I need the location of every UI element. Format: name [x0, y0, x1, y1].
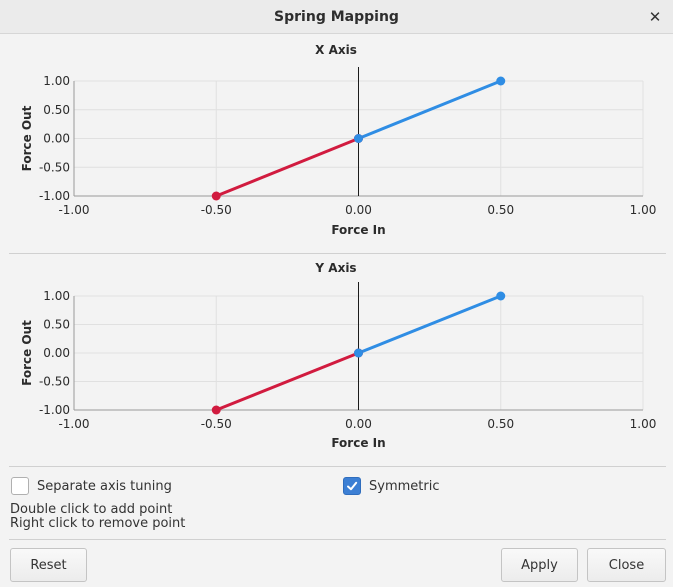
separate-axis-label[interactable]: Separate axis tuning [37, 478, 172, 494]
apply-button[interactable]: Apply [501, 548, 578, 582]
control-point[interactable] [496, 76, 506, 86]
x-tick-label: -0.50 [201, 203, 232, 217]
separate-axis-option[interactable]: Separate axis tuning [11, 477, 172, 495]
reset-button[interactable]: Reset [10, 548, 87, 582]
x-tick-label: -1.00 [58, 203, 89, 217]
separate-axis-checkbox[interactable] [11, 477, 29, 495]
x-axis-chart[interactable]: X Axis -1.00 -0.50 0.00 0.50 1.00 1.00 0.50 0.00… [0, 34, 673, 252]
y-tick-label: 0.50 [43, 103, 70, 117]
y-tick-label: 0.00 [43, 132, 70, 146]
hint-remove-point: Right click to remove point [10, 516, 186, 531]
x-axis-label: Force In [331, 436, 385, 450]
x-tick-label: 0.50 [487, 203, 514, 217]
checkmark-icon [347, 481, 358, 491]
control-point[interactable] [354, 348, 363, 358]
positive-curve-segment[interactable] [357, 294, 503, 355]
x-tick-label: -1.00 [58, 417, 89, 431]
x-tick-label: 0.50 [487, 417, 514, 431]
symmetric-checkbox[interactable] [343, 477, 361, 495]
x-tick-label: 0.00 [345, 203, 372, 217]
chart-title: Y Axis [314, 261, 356, 275]
y-axis-chart[interactable]: Y Axis -1.00 -0.50 0.00 0.50 1.00 1.00 0.50 0.00… [0, 254, 673, 464]
y-tick-label: 0.50 [43, 318, 70, 332]
control-point[interactable] [496, 291, 506, 301]
y-tick-label: 1.00 [43, 289, 70, 303]
y-tick-label: 1.00 [43, 74, 70, 88]
window-close-icon[interactable]: ✕ [648, 8, 662, 26]
x-axis-chart-panel[interactable]: X Axis -1.00 -0.50 0.00 0.50 1.00 1.00 0.50 0.00… [0, 34, 673, 252]
positive-curve-segment[interactable] [357, 79, 503, 140]
titlebar: Spring Mapping ✕ [0, 0, 673, 34]
y-axis-label: Force Out [20, 320, 34, 386]
control-point[interactable] [211, 191, 221, 201]
y-tick-label: -1.00 [39, 189, 70, 203]
window-title: Spring Mapping [274, 9, 399, 25]
options-separator [9, 466, 666, 467]
control-point[interactable] [354, 134, 363, 143]
control-point[interactable] [211, 405, 221, 415]
negative-curve-segment[interactable] [214, 351, 360, 412]
x-tick-label: 1.00 [630, 203, 657, 217]
buttons-separator [9, 539, 666, 540]
y-axis-label: Force Out [20, 105, 34, 171]
x-tick-label: 0.00 [345, 417, 372, 431]
y-tick-label: -1.00 [39, 403, 70, 417]
symmetric-label[interactable]: Symmetric [369, 478, 440, 494]
x-tick-label: 1.00 [630, 417, 657, 431]
negative-curve-segment[interactable] [214, 137, 360, 198]
x-axis-label: Force In [331, 223, 385, 237]
close-button[interactable]: Close [587, 548, 666, 582]
y-tick-label: -0.50 [39, 375, 70, 389]
symmetric-option[interactable]: Symmetric [343, 477, 439, 495]
y-tick-label: 0.00 [43, 346, 70, 360]
chart-separator [9, 253, 666, 254]
y-tick-label: -0.50 [39, 160, 70, 174]
y-axis-chart-panel[interactable]: Y Axis -1.00 -0.50 0.00 0.50 1.00 1.00 0.50 0.00… [0, 254, 673, 464]
x-tick-label: -0.50 [201, 417, 232, 431]
hint-add-point: Double click to add point [10, 502, 173, 517]
chart-title: X Axis [315, 43, 357, 57]
